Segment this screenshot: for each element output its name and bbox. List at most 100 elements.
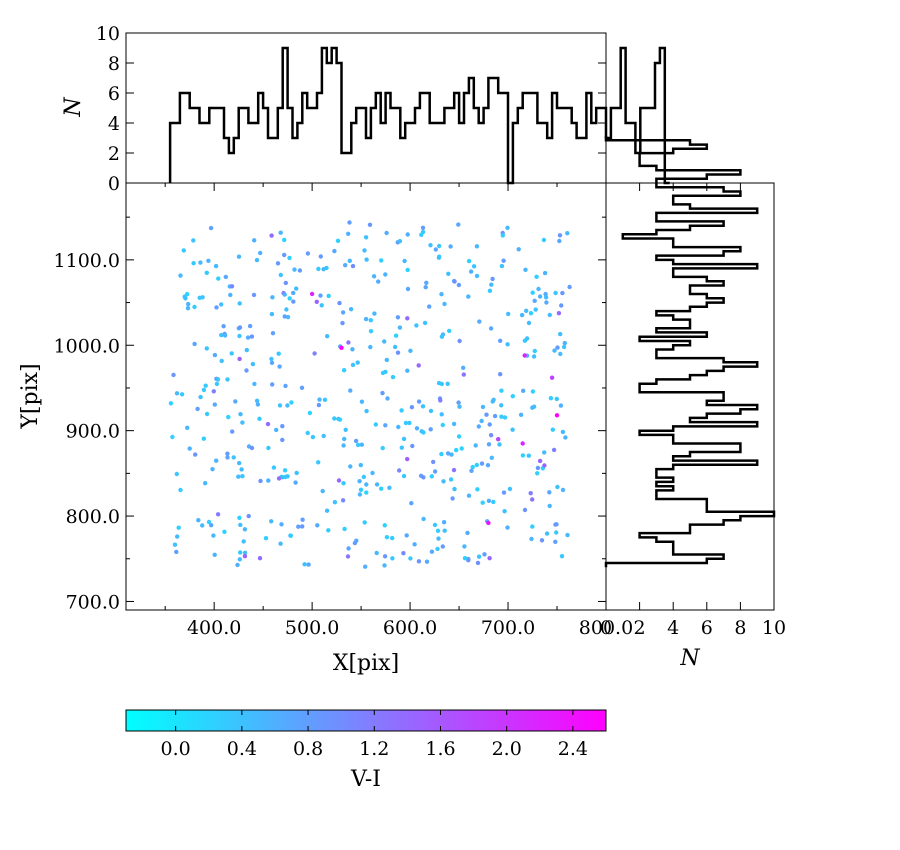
star-point	[372, 311, 377, 316]
star-point	[269, 519, 274, 524]
star-point	[474, 462, 479, 468]
star-point	[266, 445, 271, 451]
star-point	[362, 520, 367, 525]
star-point	[452, 279, 457, 284]
star-point	[379, 258, 384, 263]
star-point	[428, 243, 433, 248]
star-point	[390, 556, 395, 561]
star-point	[187, 446, 192, 451]
star-point	[357, 492, 363, 497]
star-point	[337, 300, 342, 306]
star-point	[174, 391, 180, 396]
star-point	[405, 368, 410, 373]
star-point	[475, 487, 480, 492]
star-point	[192, 304, 197, 310]
star-point	[346, 340, 351, 345]
star-point	[352, 540, 358, 546]
star-point	[437, 254, 442, 259]
star-point	[401, 551, 406, 556]
star-point	[435, 546, 440, 552]
star-point	[277, 364, 282, 369]
star-point	[487, 556, 492, 561]
star-point	[393, 333, 399, 338]
star-point	[428, 408, 434, 414]
colorbar-tick-label: 1.2	[359, 738, 389, 760]
star-point	[319, 303, 324, 308]
star-point	[274, 427, 279, 433]
star-point	[488, 433, 494, 438]
star-point	[382, 563, 387, 568]
star-point	[192, 341, 197, 347]
star-point	[536, 286, 541, 292]
star-point	[214, 458, 219, 463]
top-histogram-y-ticks: 0 2 4 6 8 10	[96, 23, 606, 195]
star-point	[452, 486, 457, 492]
star-point	[560, 429, 566, 435]
right-x-tick-label: 2	[634, 617, 646, 639]
colorbar-gradient	[125, 709, 607, 732]
star-point	[347, 258, 352, 263]
top-histogram-steps	[168, 46, 670, 185]
star-point	[373, 422, 378, 427]
star-point	[560, 290, 565, 296]
star-point	[316, 402, 322, 408]
star-point	[466, 556, 471, 562]
star-point	[477, 319, 482, 324]
star-point	[421, 475, 426, 480]
star-point	[252, 238, 257, 243]
star-point	[401, 436, 407, 442]
star-point	[530, 524, 535, 529]
star-point	[466, 493, 472, 498]
star-point	[486, 498, 492, 503]
star-point	[247, 323, 253, 329]
star-point	[346, 546, 351, 551]
star-point	[384, 357, 389, 363]
star-point	[237, 301, 242, 306]
star-point	[499, 388, 504, 393]
star-point	[441, 520, 447, 525]
star-point	[219, 302, 224, 307]
star-point	[291, 299, 296, 304]
star-point	[496, 437, 501, 442]
star-point	[409, 405, 415, 410]
star-point	[557, 233, 563, 238]
star-point	[416, 363, 421, 368]
star-point	[451, 421, 457, 427]
star-point	[431, 459, 436, 465]
star-point	[559, 303, 564, 308]
star-point	[206, 258, 211, 263]
star-point	[178, 273, 183, 278]
star-point	[168, 401, 174, 406]
star-point	[384, 535, 390, 540]
top-histogram-frame	[125, 32, 607, 184]
star-point	[484, 412, 489, 417]
star-point	[285, 314, 291, 320]
star-point	[439, 412, 444, 417]
star-point	[368, 318, 373, 323]
star-point	[332, 416, 337, 421]
star-point	[462, 544, 467, 549]
star-point	[456, 434, 462, 439]
y-tick-label: 1100.0	[54, 250, 120, 272]
star-point	[532, 298, 537, 303]
star-point	[537, 458, 543, 464]
star-point	[449, 452, 454, 457]
star-point	[524, 308, 529, 313]
star-point	[438, 398, 443, 403]
star-point	[370, 470, 375, 476]
star-point	[294, 470, 299, 476]
star-point	[282, 292, 287, 297]
star-point	[258, 250, 263, 256]
star-point	[214, 381, 220, 387]
star-point	[288, 533, 293, 538]
star-point	[340, 310, 346, 315]
right-histogram-frame	[605, 182, 775, 611]
star-point	[242, 527, 248, 532]
star-point	[524, 336, 530, 341]
star-point	[337, 417, 343, 422]
star-point	[498, 372, 503, 377]
star-point	[405, 232, 410, 237]
star-point	[237, 333, 242, 339]
star-point	[408, 556, 413, 561]
star-point	[420, 225, 426, 230]
